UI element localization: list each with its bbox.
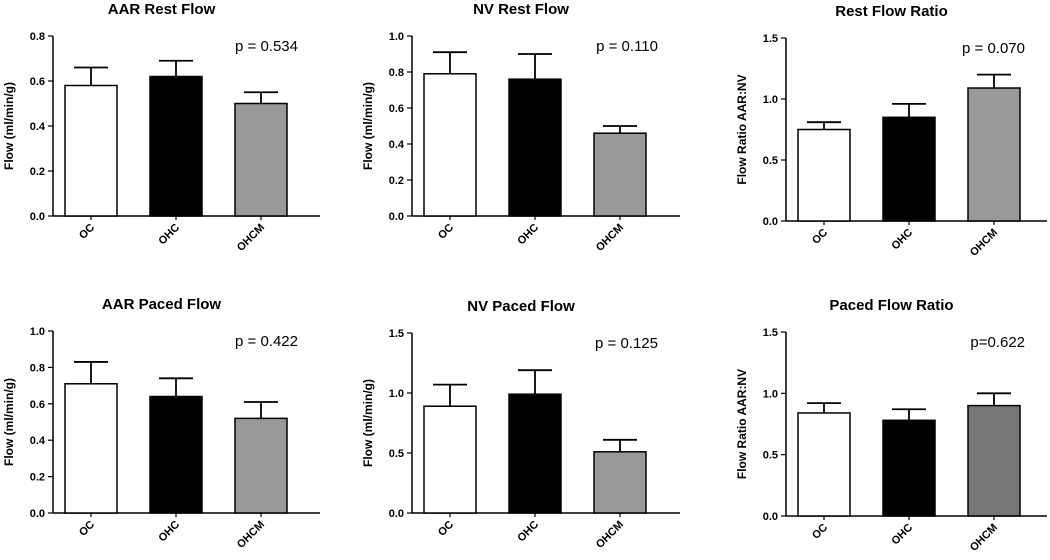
bar-ohcm bbox=[234, 417, 288, 514]
p-value-annotation: p = 0.070 bbox=[962, 40, 1025, 57]
y-tick-label: 1.0 bbox=[389, 388, 404, 400]
x-tick-label: OHCM bbox=[968, 227, 1000, 259]
bar-ohcm bbox=[967, 87, 1021, 222]
y-tick-label: 0.6 bbox=[389, 103, 404, 115]
y-tick-label: 0.2 bbox=[30, 472, 45, 484]
bar-ohc bbox=[882, 116, 936, 222]
y-tick-label: 0.0 bbox=[389, 508, 404, 520]
bar-ohcm bbox=[593, 132, 647, 217]
p-value-annotation: p=0.622 bbox=[970, 334, 1025, 351]
y-tick-label: 1.5 bbox=[763, 33, 778, 45]
y-tick-label: 0.5 bbox=[763, 450, 778, 462]
x-tick-label: OHC bbox=[889, 522, 915, 548]
y-tick-label: 1.0 bbox=[763, 388, 778, 400]
x-tick-label: OHC bbox=[889, 227, 915, 253]
y-axis-label: Flow (ml/min/g) bbox=[2, 82, 16, 170]
y-axis-label: Flow Ratio AAR:NV bbox=[735, 74, 749, 184]
y-tick-label: 0.0 bbox=[763, 216, 778, 228]
y-tick-label: 0.0 bbox=[30, 211, 45, 223]
x-tick-label: OHCM bbox=[235, 222, 267, 254]
bar-oc bbox=[423, 73, 477, 217]
bar-ohc bbox=[882, 419, 936, 517]
chart-panel-5: NV Paced Flow Flow (ml/min/g) 0.0 0.5 1.0 1.5… bbox=[361, 298, 680, 551]
chart-title: AAR Rest Flow bbox=[108, 1, 216, 18]
y-axis-label: Flow (ml/min/g) bbox=[2, 378, 16, 466]
y-tick-label: 1.0 bbox=[30, 326, 45, 338]
bar-oc bbox=[64, 84, 118, 217]
y-tick-label: 0.2 bbox=[389, 175, 404, 187]
chart-panel-1: AAR Rest Flow Flow (ml/min/g) 0.0 0.2 0.4 0.6… bbox=[2, 1, 320, 254]
p-value-annotation: p = 0.110 bbox=[596, 38, 658, 55]
x-tick-label: OHCM bbox=[968, 522, 1000, 554]
y-tick-label: 0.0 bbox=[763, 511, 778, 523]
bar-ohc bbox=[149, 75, 203, 217]
bar-ohc bbox=[508, 393, 562, 514]
y-tick-label: 0.0 bbox=[389, 211, 404, 223]
bar-oc bbox=[797, 128, 851, 222]
chart-title: Paced Flow Ratio bbox=[829, 297, 953, 314]
x-tick-label: OC bbox=[810, 522, 830, 542]
y-tick-label: 1.5 bbox=[389, 328, 404, 340]
chart-panel-6: Paced Flow Ratio Flow Ratio AAR:NV 0.0 0.5 1… bbox=[735, 297, 1047, 554]
x-tick-label: OHC bbox=[156, 222, 182, 248]
y-tick-label: 0.4 bbox=[30, 121, 46, 133]
x-tick-label: OHCM bbox=[594, 222, 626, 254]
x-tick-label: OC bbox=[436, 222, 456, 242]
p-value-annotation: p = 0.125 bbox=[595, 335, 658, 352]
y-tick-label: 1.0 bbox=[763, 94, 778, 106]
x-tick-label: OHCM bbox=[235, 519, 267, 551]
bar-oc bbox=[423, 405, 477, 514]
bar-ohc bbox=[149, 395, 203, 514]
y-tick-label: 0.2 bbox=[30, 166, 45, 178]
y-tick-label: 0.4 bbox=[30, 435, 46, 447]
chart-panel-4: AAR Paced Flow Flow (ml/min/g) 0.0 0.2 0.4 0.… bbox=[2, 296, 320, 551]
y-tick-label: 0.4 bbox=[389, 139, 405, 151]
chart-title: AAR Paced Flow bbox=[102, 296, 222, 313]
y-tick-label: 1.5 bbox=[763, 327, 778, 339]
chart-title: NV Paced Flow bbox=[467, 298, 575, 315]
chart-title: NV Rest Flow bbox=[473, 1, 569, 18]
x-tick-label: OHCM bbox=[594, 519, 626, 551]
y-tick-label: 0.8 bbox=[389, 67, 404, 79]
chart-panel-3: Rest Flow Ratio Flow Ratio AAR:NV 0.0 0.5 1.… bbox=[735, 3, 1047, 259]
y-tick-label: 0.0 bbox=[30, 508, 45, 520]
bar-oc bbox=[797, 412, 851, 517]
y-tick-label: 0.8 bbox=[30, 31, 45, 43]
x-tick-label: OC bbox=[436, 519, 456, 539]
x-tick-label: OC bbox=[77, 519, 97, 539]
x-tick-label: OC bbox=[810, 227, 830, 247]
y-axis-label: Flow Ratio AAR:NV bbox=[735, 369, 749, 479]
p-value-annotation: p = 0.534 bbox=[235, 38, 298, 55]
bar-ohcm bbox=[967, 404, 1021, 517]
y-tick-label: 0.8 bbox=[30, 362, 45, 374]
bar-ohcm bbox=[593, 451, 647, 514]
x-tick-label: OHC bbox=[515, 519, 541, 545]
y-tick-label: 0.6 bbox=[30, 76, 45, 88]
y-tick-label: 0.5 bbox=[389, 448, 404, 460]
y-axis-label: Flow (ml/min/g) bbox=[361, 379, 375, 467]
chart-panel-2: NV Rest Flow Flow (ml/min/g) 0.0 0.2 0.4 0.6 0… bbox=[361, 1, 680, 254]
chart-title: Rest Flow Ratio bbox=[835, 3, 948, 20]
bar-ohc bbox=[508, 78, 562, 217]
y-tick-label: 0.6 bbox=[30, 399, 45, 411]
y-tick-label: 1.0 bbox=[389, 31, 404, 43]
x-tick-label: OHC bbox=[515, 222, 541, 248]
x-tick-label: OHC bbox=[156, 519, 182, 545]
y-tick-label: 0.5 bbox=[763, 155, 778, 167]
bar-oc bbox=[64, 383, 118, 514]
x-tick-label: OC bbox=[77, 222, 97, 242]
bar-ohcm bbox=[234, 102, 288, 217]
y-axis-label: Flow (ml/min/g) bbox=[361, 82, 375, 170]
p-value-annotation: p = 0.422 bbox=[235, 333, 298, 350]
